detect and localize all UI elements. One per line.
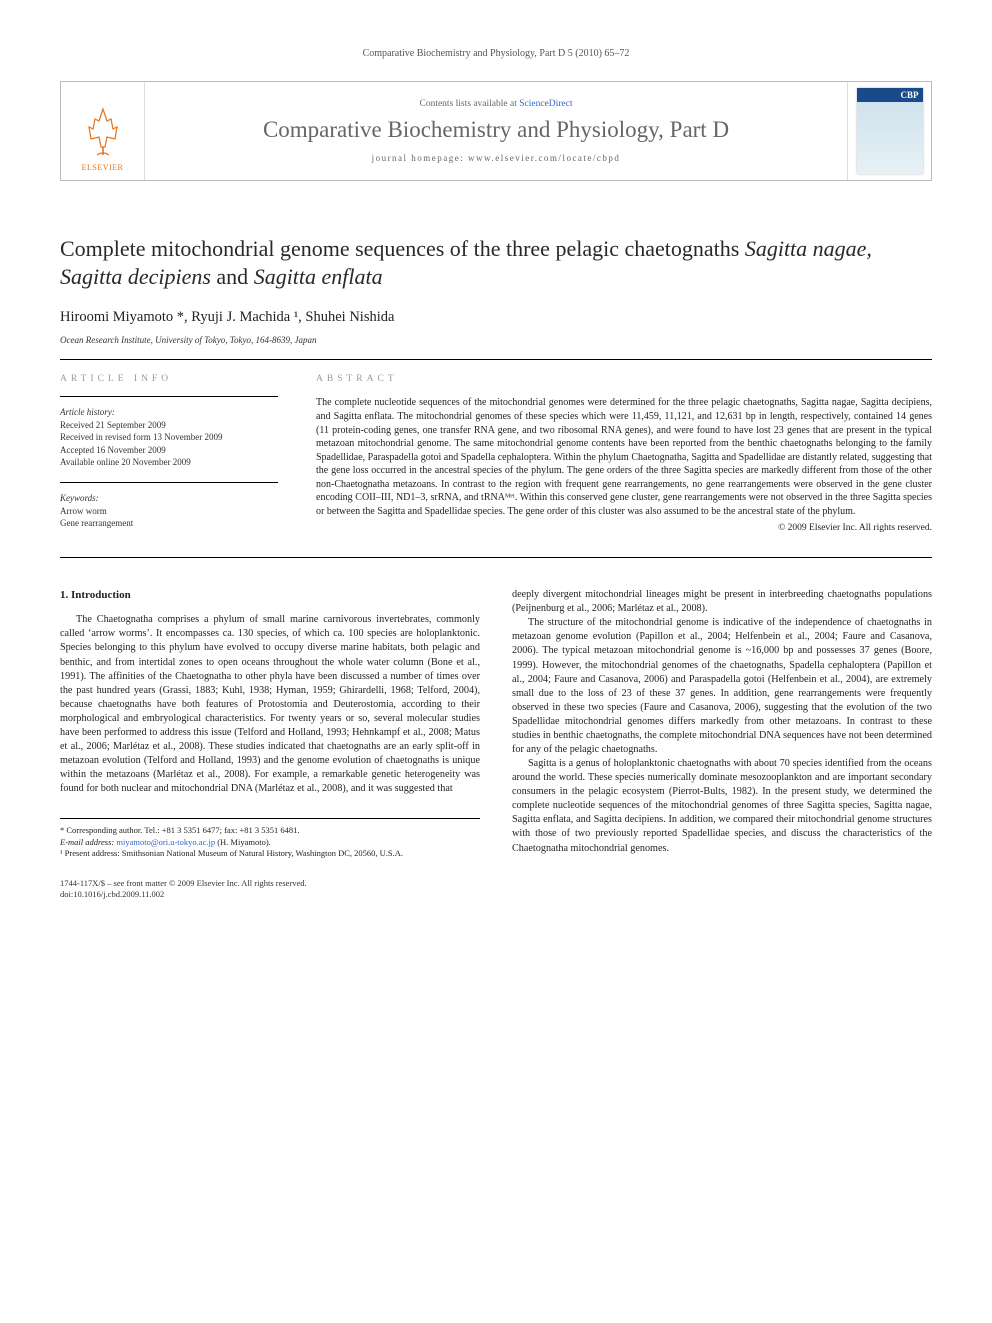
email-label: E-mail address: — [60, 837, 114, 847]
publisher-label: ELSEVIER — [82, 163, 124, 172]
journal-homepage: journal homepage: www.elsevier.com/locat… — [372, 153, 621, 163]
cover-badge: CBP — [901, 90, 919, 100]
email-line: E-mail address: miyamoto@ori.u-tokyo.ac.… — [60, 837, 480, 848]
publisher-logo-block: ELSEVIER — [61, 82, 145, 180]
title-part-plain: Complete mitochondrial genome sequences … — [60, 236, 745, 261]
journal-banner: ELSEVIER Contents lists available at Sci… — [60, 81, 932, 181]
keywords-label: Keywords: — [60, 493, 278, 503]
col2-para-2: The structure of the mitochondrial genom… — [512, 616, 932, 757]
abstract-copyright: © 2009 Elsevier Inc. All rights reserved… — [316, 523, 932, 533]
history-text: Received 21 September 2009 Received in r… — [60, 419, 278, 468]
abstract-block: abstract The complete nucleotide sequenc… — [316, 374, 932, 543]
section-1-heading: 1. Introduction — [60, 588, 480, 603]
title-part-mid: and — [211, 264, 254, 289]
corresponding-author: * Corresponding author. Tel.: +81 3 5351… — [60, 825, 480, 836]
contents-prefix: Contents lists available at — [419, 99, 519, 109]
abstract-heading: abstract — [316, 374, 932, 384]
front-matter-line: 1744-117X/$ – see front matter © 2009 El… — [60, 878, 480, 889]
footnotes: * Corresponding author. Tel.: +81 3 5351… — [60, 818, 480, 859]
running-header: Comparative Biochemistry and Physiology,… — [60, 48, 932, 59]
elsevier-tree-icon — [75, 103, 131, 159]
col2-para-3: Sagitta is a genus of holoplanktonic cha… — [512, 757, 932, 856]
author-list: Hiroomi Miyamoto *, Ryuji J. Machida ¹, … — [60, 309, 932, 326]
affiliation: Ocean Research Institute, University of … — [60, 335, 932, 345]
banner-center: Contents lists available at ScienceDirec… — [145, 82, 847, 180]
present-address: ¹ Present address: Smithsonian National … — [60, 848, 480, 859]
journal-cover-thumb: CBP — [847, 82, 931, 180]
keywords-text: Arrow worm Gene rearrangement — [60, 505, 278, 529]
rule-bottom — [60, 557, 932, 558]
article-info-block: article info Article history: Received 2… — [60, 374, 278, 543]
journal-title: Comparative Biochemistry and Physiology,… — [263, 117, 729, 143]
sciencedirect-link[interactable]: ScienceDirect — [519, 99, 572, 109]
column-right: deeply divergent mitochondrial lineages … — [512, 588, 932, 901]
article-title: Complete mitochondrial genome sequences … — [60, 235, 932, 291]
column-left: 1. Introduction The Chaetognatha compris… — [60, 588, 480, 901]
doi-line: doi:10.1016/j.cbd.2009.11.002 — [60, 889, 480, 900]
meta-abstract-row: article info Article history: Received 2… — [60, 360, 932, 557]
abstract-text: The complete nucleotide sequences of the… — [316, 396, 932, 518]
col2-para-1: deeply divergent mitochondrial lineages … — [512, 588, 932, 616]
footer-block: 1744-117X/$ – see front matter © 2009 El… — [60, 878, 480, 901]
contents-available-line: Contents lists available at ScienceDirec… — [419, 99, 572, 109]
email-link[interactable]: miyamoto@ori.u-tokyo.ac.jp — [116, 837, 215, 847]
article-info-heading: article info — [60, 374, 278, 384]
email-who: (H. Miyamoto). — [217, 837, 271, 847]
title-part-italic-2: Sagitta enflata — [254, 264, 383, 289]
col1-para-1: The Chaetognatha comprises a phylum of s… — [60, 613, 480, 796]
body-columns: 1. Introduction The Chaetognatha compris… — [60, 588, 932, 901]
history-label: Article history: — [60, 407, 278, 417]
